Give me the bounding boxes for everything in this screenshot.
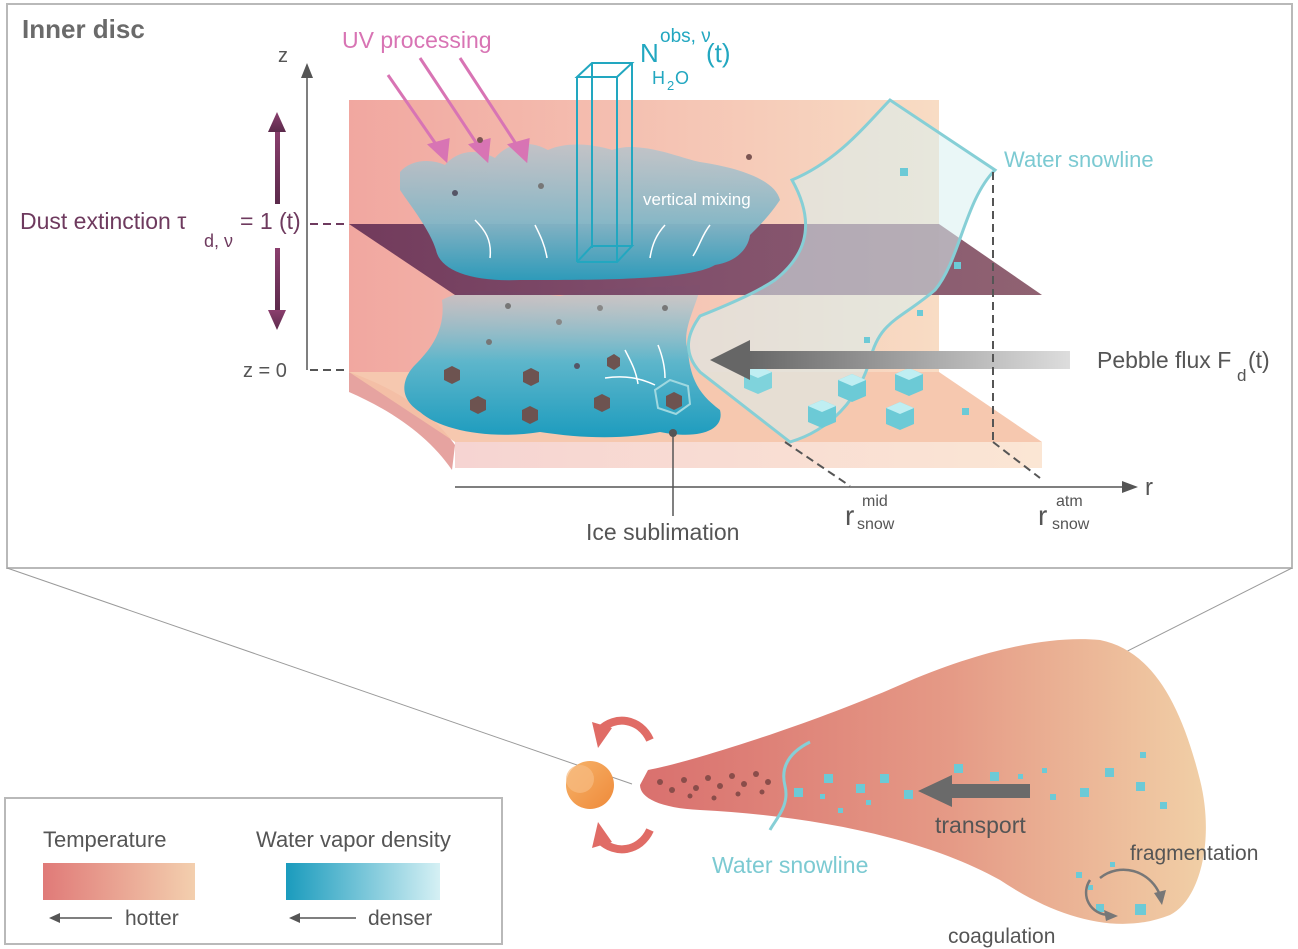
disc-body [640, 639, 1206, 924]
svg-text:2: 2 [667, 78, 674, 93]
svg-text:mid: mid [862, 493, 888, 510]
svg-text:= 1 (t): = 1 (t) [240, 208, 301, 234]
dust-extinction-arrows [268, 112, 286, 330]
svg-text:(t): (t) [706, 38, 731, 68]
mixing-arrows [474, 219, 711, 386]
inset-title: Inner disc [22, 14, 145, 44]
bottom-slab [455, 442, 1042, 468]
z-axis-label: z [278, 45, 288, 67]
ice-sublimation-label: Ice sublimation [586, 519, 739, 545]
pebble-flux-arrow [710, 340, 1070, 380]
protoplanetary-disc [640, 639, 1206, 924]
inset-snowline-label: Water snowline [1004, 147, 1154, 172]
rocky-pebbles [444, 354, 682, 424]
coagulation-label: coagulation [948, 925, 1055, 948]
star [566, 716, 654, 854]
svg-text:d, ν: d, ν [204, 231, 233, 251]
column-density-label: N obs, ν H 2 O (t) [640, 26, 731, 93]
r-axis-label: r [1145, 474, 1153, 501]
legend-temperature-label: Temperature [43, 827, 167, 852]
svg-text:Dust extinction τ: Dust extinction τ [20, 208, 186, 234]
disc-snowline-label: Water snowline [712, 852, 868, 878]
legend: Temperature hotter Water vapor density d… [4, 797, 503, 945]
legend-vapor-bar [286, 863, 440, 900]
upper-vapor-region [400, 143, 780, 281]
observation-column [574, 62, 635, 263]
svg-text:obs, ν: obs, ν [660, 26, 711, 47]
guide-lines [310, 172, 1041, 487]
legend-vapor-label: Water vapor density [256, 827, 451, 852]
svg-text:atm: atm [1056, 493, 1083, 510]
dust-grains [452, 137, 752, 369]
mixing-label: vertical mixing [643, 190, 751, 209]
transport-label: transport [935, 812, 1026, 838]
dust-extinction-label: Dust extinction τ d, ν = 1 (t) [20, 208, 301, 251]
zoom-line-left [6, 567, 633, 785]
svg-text:O: O [675, 68, 689, 88]
ice-pointer [669, 429, 677, 516]
svg-text:r: r [1038, 500, 1047, 531]
r-mid-snow-label: r mid snow [845, 493, 895, 533]
transport-arrow-head [918, 775, 952, 807]
icy-pebbles [744, 168, 969, 430]
denser-arrow [289, 913, 300, 923]
legend-hotter-label: hotter [125, 907, 179, 930]
side-slab [349, 372, 455, 470]
svg-text:H: H [652, 68, 665, 88]
svg-text:N: N [640, 38, 659, 68]
disc-snowline-curve [768, 740, 811, 831]
svg-text:snow: snow [857, 516, 895, 533]
svg-text:(t): (t) [1248, 347, 1270, 373]
legend-denser-label: denser [368, 907, 432, 930]
fragmentation-label: fragmentation [1130, 842, 1258, 865]
svg-text:d: d [1237, 366, 1246, 385]
r-atm-snow-label: r atm snow [1038, 493, 1090, 533]
z-axis [301, 63, 313, 370]
fragmentation-arrow [1099, 868, 1162, 896]
icy-pebble [653, 378, 692, 416]
svg-text:snow: snow [1052, 516, 1090, 533]
z-zero-label: z = 0 [243, 360, 287, 382]
r-axis [455, 481, 1138, 493]
hotter-arrow [49, 913, 60, 923]
legend-temperature-bar [43, 863, 195, 900]
lower-vapor-region [404, 285, 721, 438]
svg-text:Pebble flux F: Pebble flux F [1097, 347, 1231, 373]
svg-text:r: r [845, 500, 854, 531]
pebble-flux-label: Pebble flux F d (t) [1097, 347, 1270, 385]
uv-label: UV processing [342, 27, 492, 53]
transport-arrow-shaft [950, 784, 1030, 798]
